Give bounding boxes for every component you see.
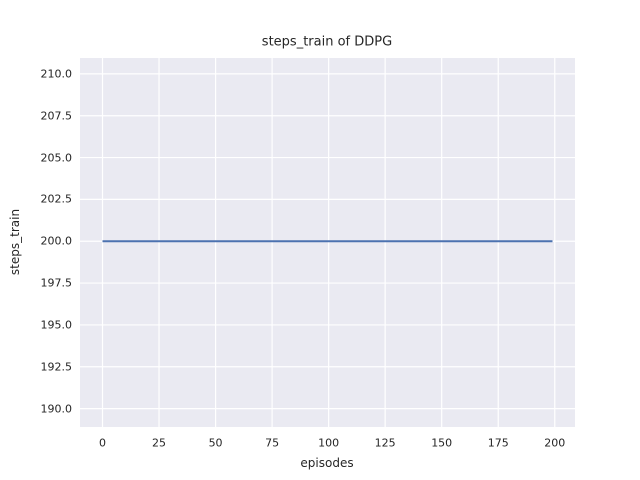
x-tick-label: 75	[265, 436, 280, 450]
y-tick-label: 202.5	[40, 192, 73, 206]
x-tick-label: 25	[152, 436, 167, 450]
x-tick-label: 200	[544, 436, 566, 450]
y-tick-label: 192.5	[40, 360, 73, 374]
x-tick-label: 125	[374, 436, 396, 450]
y-tick-label: 195.0	[40, 318, 73, 332]
x-axis-label: episodes	[300, 456, 354, 470]
x-tick-label: 175	[487, 436, 509, 450]
y-tick-label: 205.0	[40, 151, 73, 165]
x-tick-label: 100	[318, 436, 340, 450]
x-tick-label: 150	[431, 436, 453, 450]
axes-background	[80, 58, 575, 427]
x-tick-label: 0	[99, 436, 106, 450]
y-tick-label: 197.5	[40, 276, 73, 290]
y-tick-label: 200.0	[40, 234, 73, 248]
y-tick-label: 190.0	[40, 402, 73, 416]
y-tick-label: 207.5	[40, 109, 73, 123]
plot-canvas	[80, 58, 575, 427]
chart-title: steps_train of DDPG	[261, 34, 393, 50]
y-axis-label: steps_train	[8, 208, 22, 276]
x-tick-label: 50	[208, 436, 223, 450]
y-tick-label: 210.0	[40, 67, 73, 81]
plot-area	[80, 58, 575, 427]
